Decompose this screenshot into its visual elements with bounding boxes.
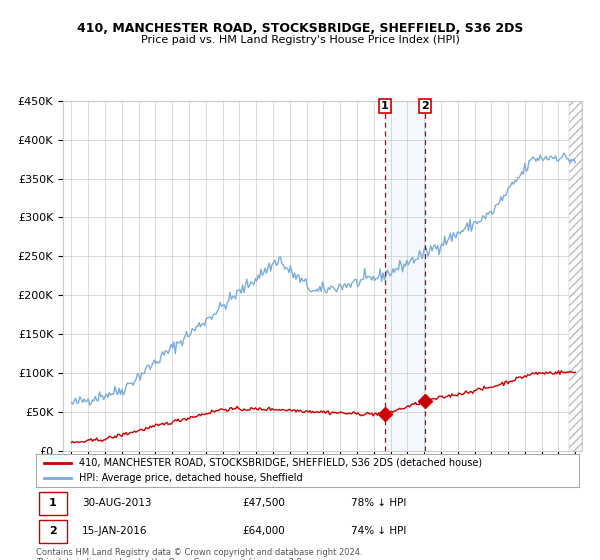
Text: HPI: Average price, detached house, Sheffield: HPI: Average price, detached house, Shef… [79,473,303,483]
Bar [385,101,425,451]
Text: £64,000: £64,000 [242,526,285,536]
Text: 410, MANCHESTER ROAD, STOCKSBRIDGE, SHEFFIELD, S36 2DS (detached house): 410, MANCHESTER ROAD, STOCKSBRIDGE, SHEF… [79,458,482,468]
Text: 1: 1 [381,101,389,111]
Text: Price paid vs. HM Land Registry's House Price Index (HPI): Price paid vs. HM Land Registry's House … [140,35,460,45]
Text: Contains HM Land Registry data © Crown copyright and database right 2024.
This d: Contains HM Land Registry data © Crown c… [36,548,362,560]
Text: £47,500: £47,500 [242,498,285,508]
Text: 2: 2 [421,101,428,111]
Text: 30-AUG-2013: 30-AUG-2013 [82,498,152,508]
FancyBboxPatch shape [39,492,67,515]
Text: 410, MANCHESTER ROAD, STOCKSBRIDGE, SHEFFIELD, S36 2DS: 410, MANCHESTER ROAD, STOCKSBRIDGE, SHEF… [77,22,523,35]
FancyBboxPatch shape [39,520,67,543]
Text: 74% ↓ HPI: 74% ↓ HPI [351,526,406,536]
Text: 15-JAN-2016: 15-JAN-2016 [82,526,148,536]
Text: 2: 2 [49,526,57,536]
Text: 1: 1 [49,498,57,508]
Text: 78% ↓ HPI: 78% ↓ HPI [351,498,406,508]
